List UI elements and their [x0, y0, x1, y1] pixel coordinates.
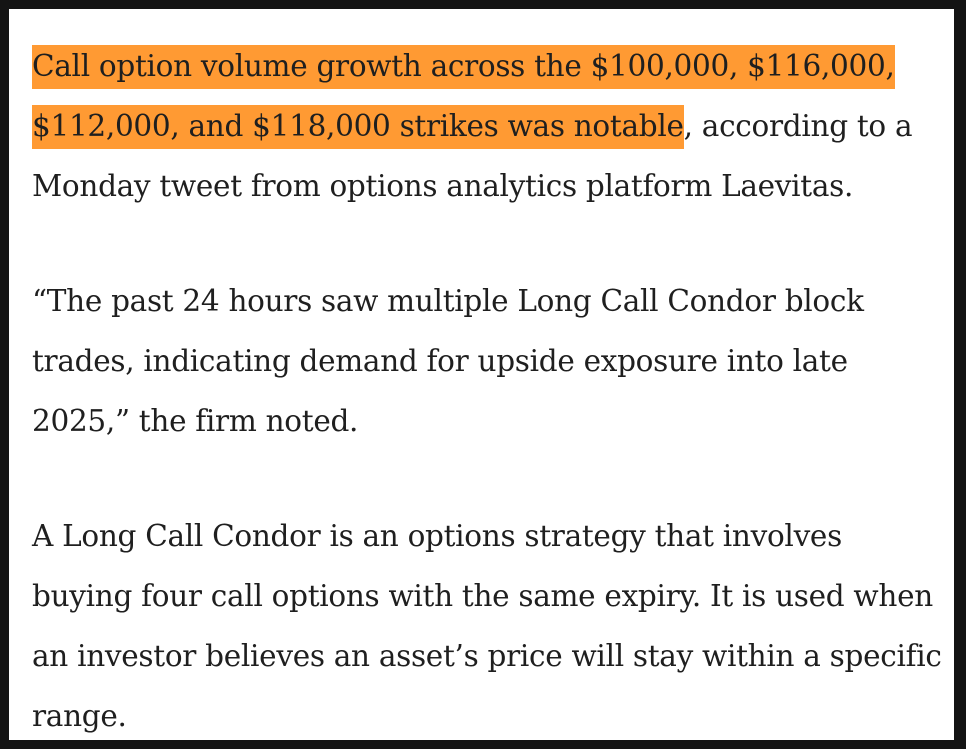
paragraph-1: Call option volume growth across the $10…	[32, 36, 947, 216]
paragraph-3: A Long Call Condor is an options strateg…	[32, 519, 942, 733]
article-body: Call option volume growth across the $10…	[32, 36, 947, 740]
article-frame: Call option volume growth across the $10…	[9, 9, 954, 740]
paragraph-2: “The past 24 hours saw multiple Long Cal…	[32, 284, 864, 438]
paragraph-1-rest: , according to a Monday tweet from optio…	[32, 109, 913, 203]
